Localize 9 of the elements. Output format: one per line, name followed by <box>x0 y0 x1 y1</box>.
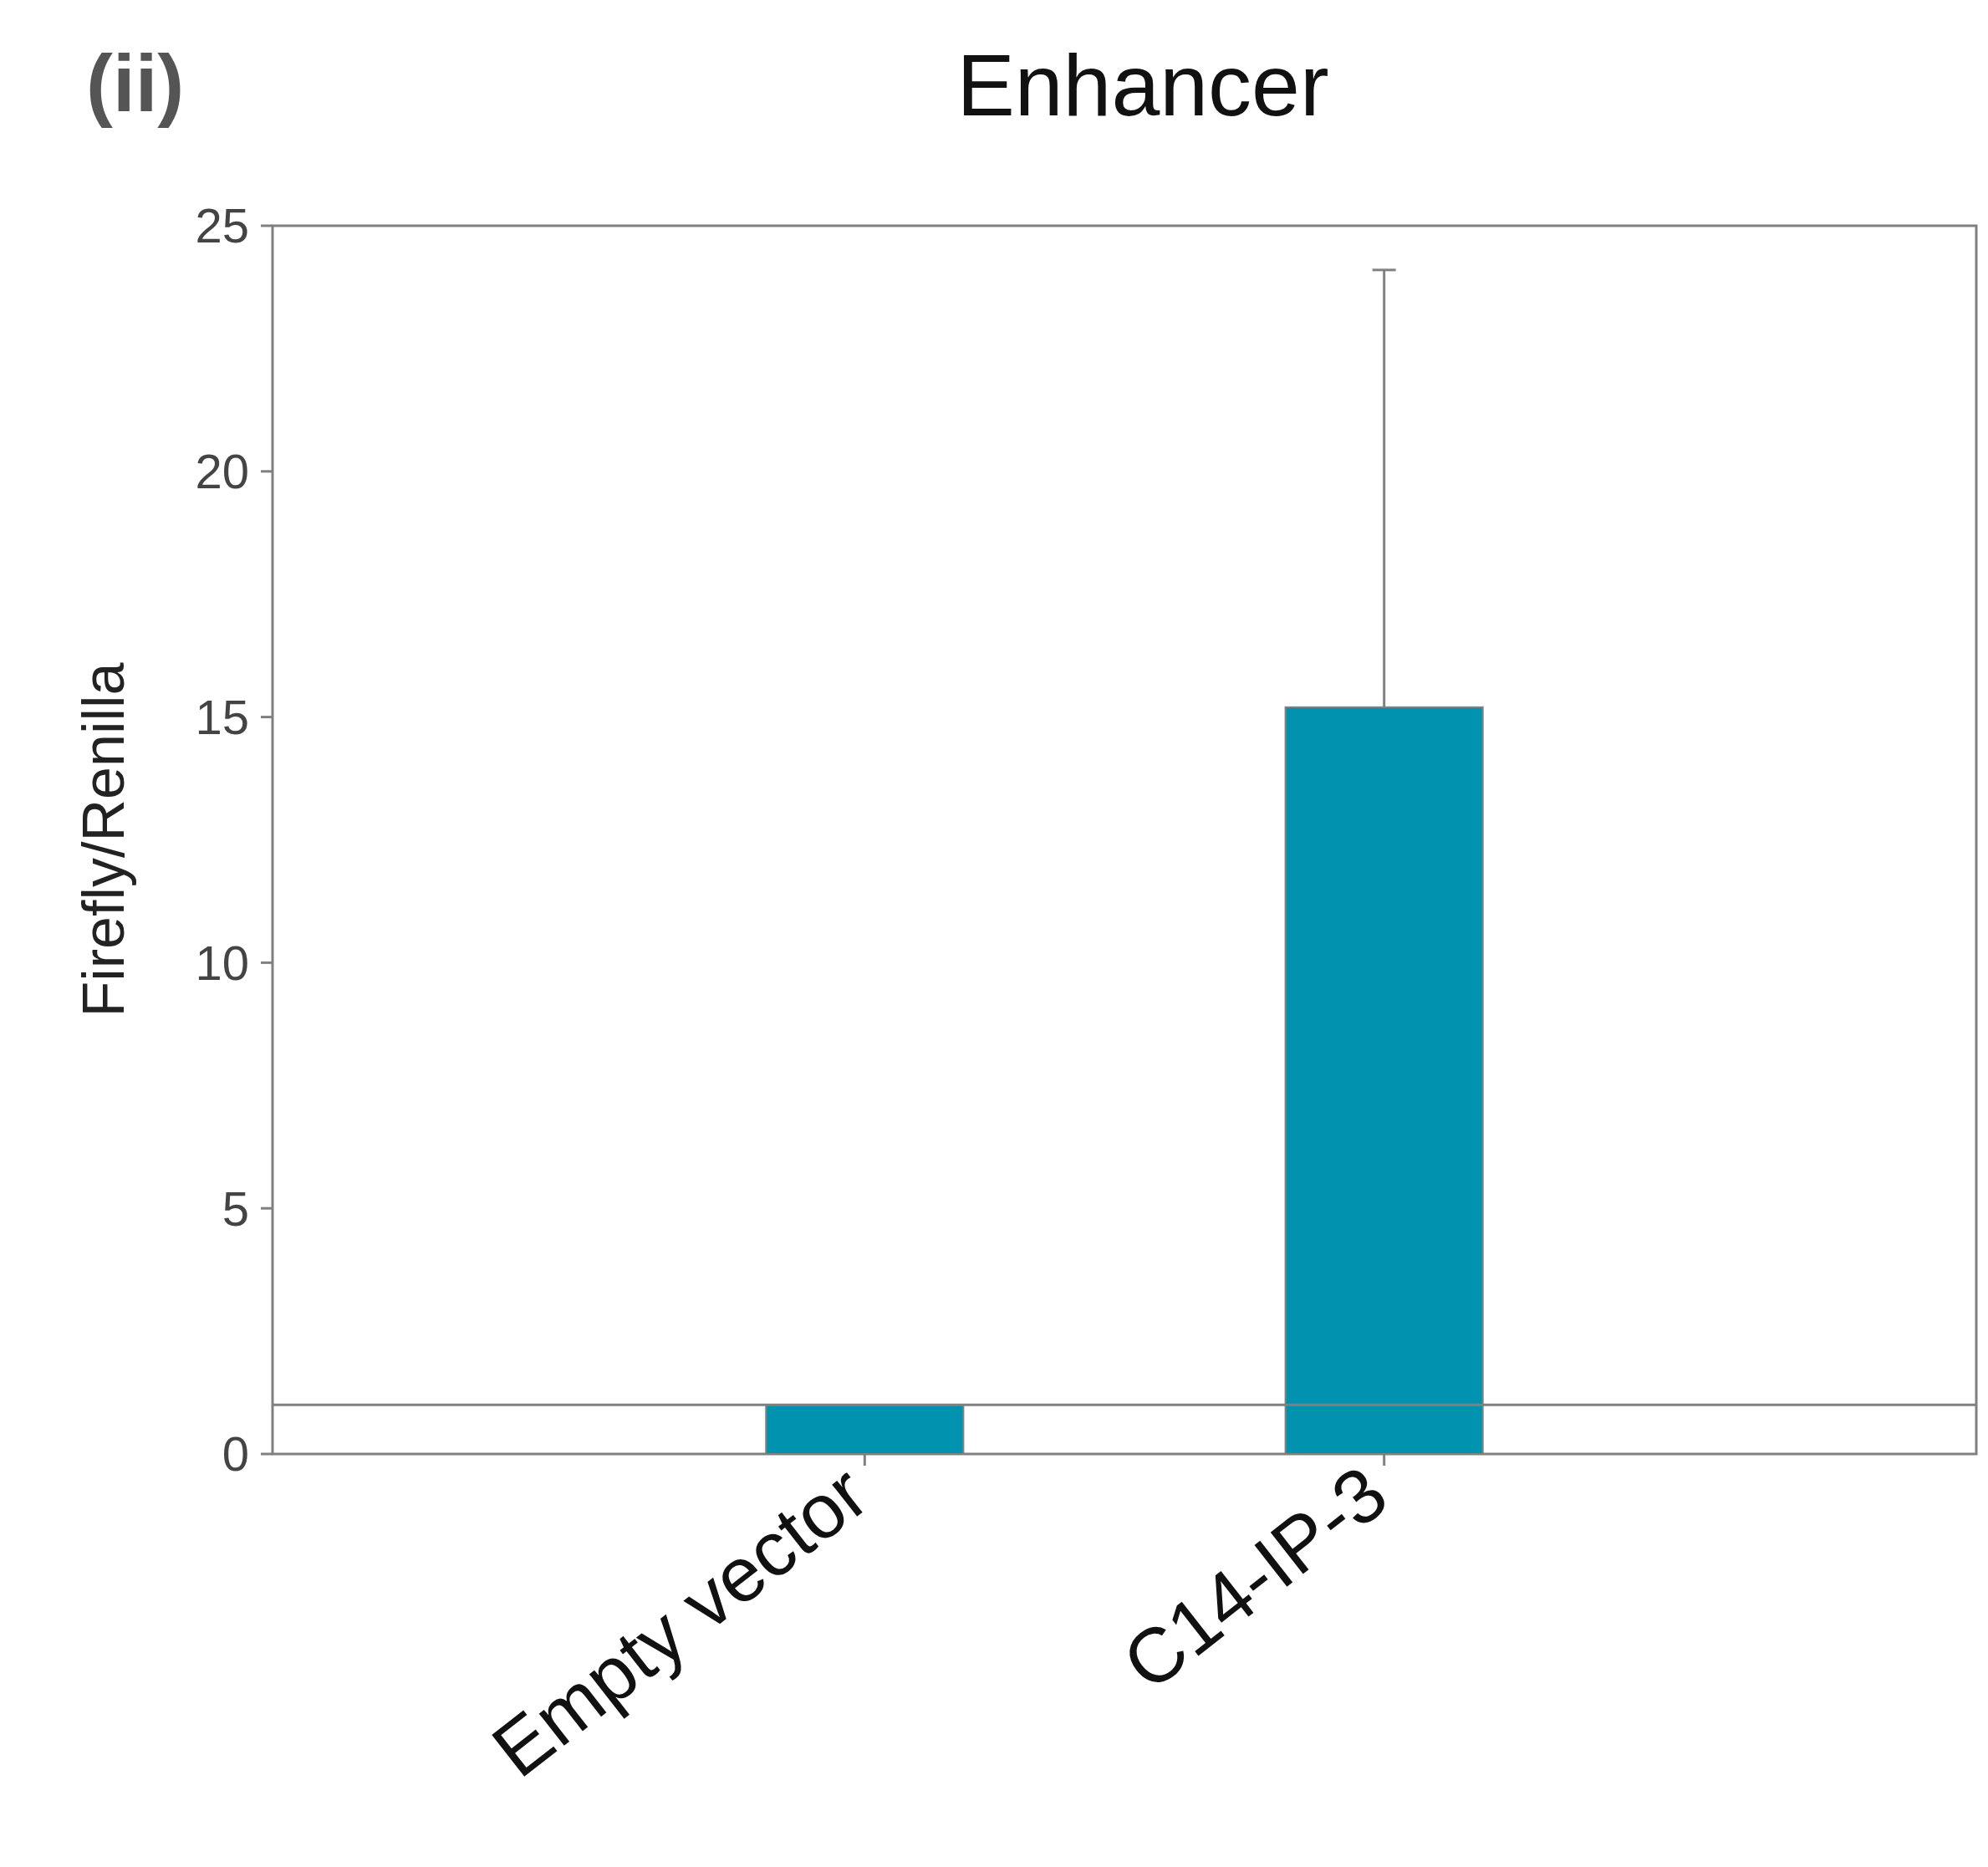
chart-title: Enhancer <box>956 37 1329 134</box>
y-tick-label: 10 <box>195 935 249 990</box>
y-tick-label: 20 <box>195 444 249 499</box>
y-tick-label: 15 <box>195 689 249 744</box>
y-tick-label: 5 <box>222 1181 249 1236</box>
y-tick-label: 25 <box>195 198 249 253</box>
text: (ii) <box>86 38 185 128</box>
y-tick-label: 0 <box>222 1426 249 1482</box>
y-axis-title: Firefly/Renilla <box>71 662 136 1018</box>
